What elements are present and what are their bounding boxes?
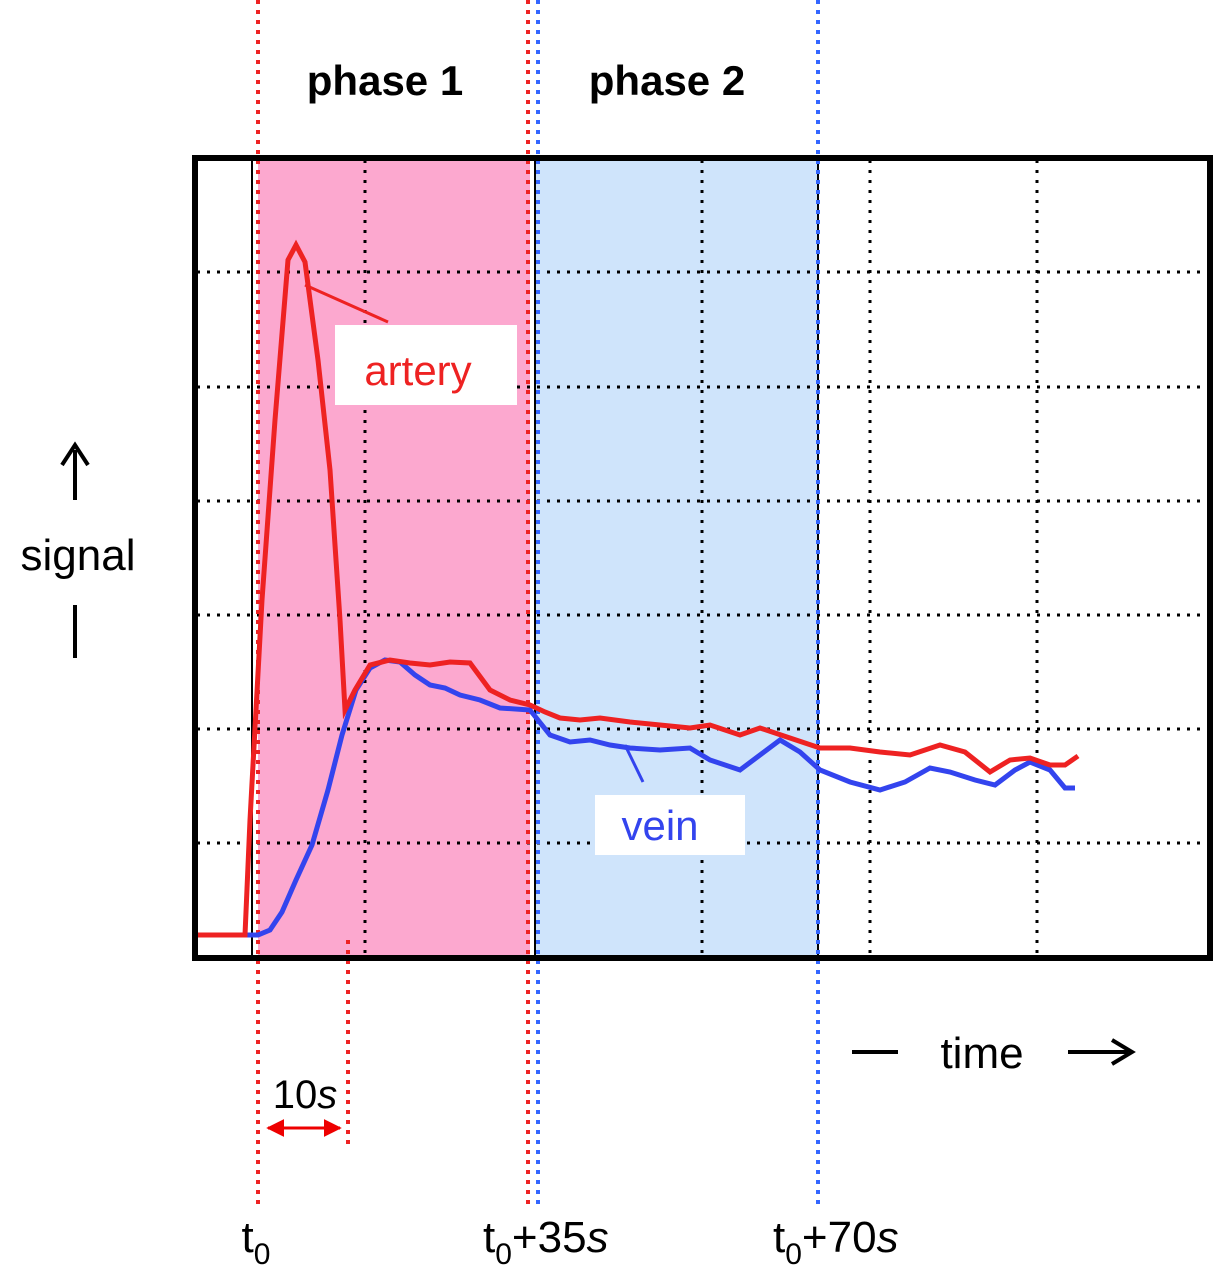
marker-base: t: [242, 1213, 254, 1262]
artery-label: artery: [364, 347, 471, 394]
marker-sub: 0: [785, 1238, 802, 1271]
marker-label: t0+70s: [773, 1213, 899, 1271]
interval-label: 10s: [273, 1073, 338, 1117]
marker-offset: +70: [802, 1213, 877, 1262]
interval-unit: s: [317, 1073, 337, 1117]
marker-label: t0+35s: [483, 1213, 609, 1271]
phase-label: phase 2: [589, 57, 745, 104]
marker-base: t: [483, 1213, 495, 1262]
marker-lines: [256, 0, 820, 1205]
x-axis-label: time: [940, 1029, 1023, 1078]
marker-unit: s: [877, 1213, 899, 1262]
signal-arrowhead: [60, 441, 90, 467]
marker-label: t0: [242, 1213, 271, 1271]
vein-leader: [623, 744, 645, 783]
vein-label: vein: [621, 802, 698, 849]
marker-unit: s: [587, 1213, 609, 1262]
marker-offset: +35: [512, 1213, 587, 1262]
phase-1-region: [258, 160, 530, 956]
plot-frame: [192, 155, 1213, 961]
marker-base: t: [773, 1213, 785, 1262]
interval-number: 10: [273, 1073, 318, 1117]
marker-labels: t0 t0+35s t0+70s: [242, 1213, 899, 1271]
vein-label-box: [595, 795, 745, 855]
time-arrowhead: [1110, 1038, 1136, 1066]
marker-sub: 0: [495, 1238, 512, 1271]
y-axis-label: signal: [21, 531, 136, 580]
vein-curve: [198, 657, 1075, 938]
artery-leader: [304, 283, 389, 324]
phase-label: phase 1: [307, 57, 463, 104]
artery-label-box: [335, 325, 517, 405]
grid: [197, 160, 1208, 956]
marker-sub: 0: [254, 1238, 271, 1271]
artery-curve: [198, 239, 1080, 938]
